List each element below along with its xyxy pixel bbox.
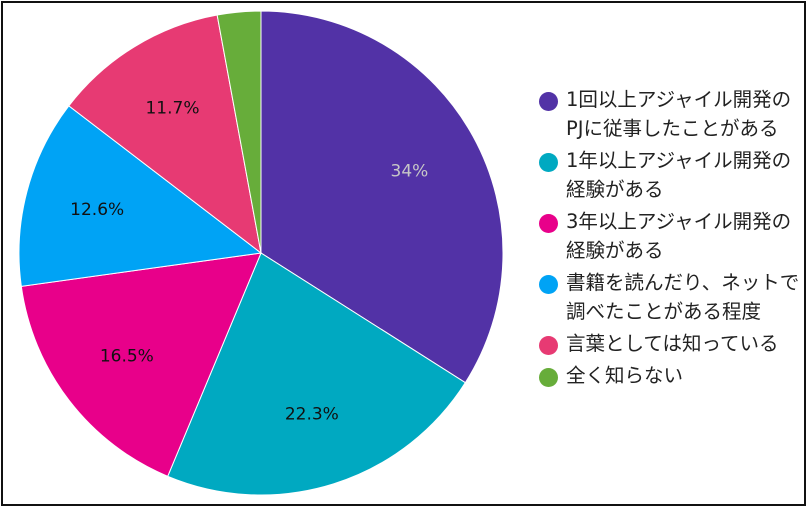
pie-slice-5 xyxy=(68,14,262,255)
pie-slice-1 xyxy=(260,10,504,384)
legend-item-3: 3年以上アジャイル開発の経験がある xyxy=(539,207,801,265)
legend-swatch xyxy=(539,275,558,294)
pie-chart: 34% 22.3% 16.5% 12.6% 11.7% xyxy=(18,10,504,496)
legend-label: 1年以上アジャイル開発の経験がある xyxy=(566,149,792,201)
legend-item-6: 全く知らない xyxy=(539,361,801,390)
legend-label: 1回以上アジャイル開発のPJに従事したことがある xyxy=(566,88,792,140)
pie-slice-3 xyxy=(20,252,262,477)
legend-item-1: 1回以上アジャイル開発のPJに従事したことがある xyxy=(539,85,801,143)
legend-label: 全く知らない xyxy=(566,364,684,387)
legend-swatch xyxy=(539,153,558,172)
slice-value-label-4: 12.6% xyxy=(70,200,124,220)
slice-value-label-3: 16.5% xyxy=(100,346,154,366)
legend-label: 言葉としては知っている xyxy=(566,332,779,355)
legend-item-4: 書籍を読んだり、ネットで調べたことがある程度 xyxy=(539,268,801,326)
legend-swatch xyxy=(539,214,558,233)
legend: 1回以上アジャイル開発のPJに従事したことがある 1年以上アジャイル開発の経験があ… xyxy=(539,85,801,393)
slice-value-label-1: 34% xyxy=(391,161,429,181)
legend-swatch xyxy=(539,336,558,355)
legend-swatch xyxy=(539,92,558,111)
legend-swatch xyxy=(539,368,558,387)
pie-slice-6 xyxy=(216,10,262,254)
legend-item-2: 1年以上アジャイル開発の経験がある xyxy=(539,146,801,204)
slice-value-label-2: 22.3% xyxy=(285,405,339,425)
legend-item-5: 言葉としては知っている xyxy=(539,329,801,358)
pie-slice-2 xyxy=(167,252,467,496)
pie-slice-4 xyxy=(18,105,263,287)
slice-value-label-5: 11.7% xyxy=(145,99,199,119)
legend-label: 3年以上アジャイル開発の経験がある xyxy=(566,210,792,262)
legend-label: 書籍を読んだり、ネットで調べたことがある程度 xyxy=(566,271,800,323)
